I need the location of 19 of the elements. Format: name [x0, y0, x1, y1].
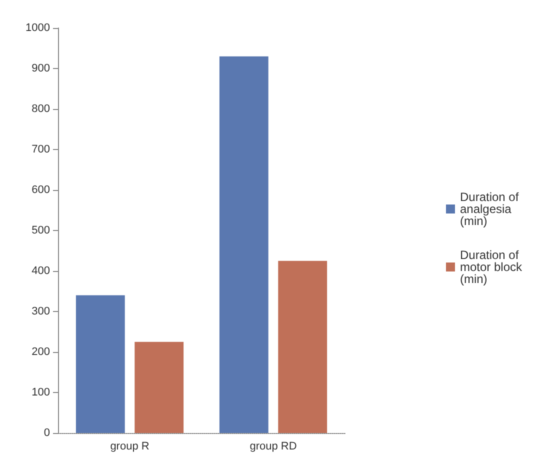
y-tick-label: 400: [32, 265, 50, 277]
y-tick-label: 100: [32, 386, 50, 398]
y-tick-label: 800: [32, 103, 50, 115]
y-tick-label: 500: [32, 224, 50, 236]
bar: [278, 260, 328, 433]
legend-label: Duration of motor block (min): [460, 248, 523, 286]
bar: [76, 295, 125, 433]
x-tick-label: group R: [110, 440, 150, 452]
x-tick-label: group RD: [250, 440, 297, 452]
bar: [219, 56, 268, 433]
bar: [134, 342, 184, 433]
y-tick-label: 200: [32, 346, 50, 358]
legend-label: Duration of analgesia (min): [460, 190, 520, 228]
y-tick-label: 600: [32, 184, 50, 196]
y-tick-label: 300: [32, 306, 50, 318]
y-tick-label: 0: [44, 427, 50, 439]
y-tick-label: 700: [32, 144, 50, 156]
y-tick-label: 900: [32, 62, 50, 74]
y-tick-label: 1000: [26, 22, 50, 34]
